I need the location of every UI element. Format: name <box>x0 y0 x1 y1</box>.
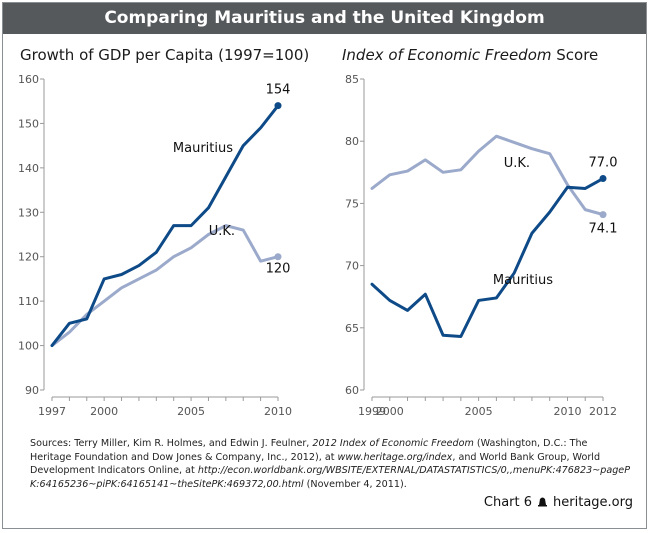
x-tick-label: 2010 <box>553 405 581 418</box>
y-tick-label: 75 <box>345 197 359 210</box>
y-tick-label: 90 <box>25 384 39 397</box>
sources-url-2: http://econ.worldbank.org/WBSITE/EXTERNA… <box>30 465 630 490</box>
x-tick-label: 2012 <box>589 405 617 418</box>
x-tick-label: 2005 <box>177 405 205 418</box>
left-chart-title: Growth of GDP per Capita (1997=100) <box>20 46 310 64</box>
series-line-uk <box>370 134 605 217</box>
y-tick-label: 85 <box>345 73 359 86</box>
banner-title: Comparing Mauritius and the United Kingd… <box>3 3 646 34</box>
end-value-label: 74.1 <box>589 222 618 237</box>
y-tick-label: 80 <box>345 135 359 148</box>
series-line-uk <box>50 224 280 348</box>
heritage-site-label: heritage.org <box>553 495 633 510</box>
footer-credit: Chart 6 heritage.org <box>484 495 633 510</box>
x-tick-label: 2010 <box>264 405 292 418</box>
chart-number-label: Chart 6 <box>483 495 533 510</box>
y-tick-label: 150 <box>18 117 39 130</box>
series-end-marker <box>599 211 607 219</box>
right-chart-title: Index of Economic Freedom Score <box>342 46 598 64</box>
right-chart-title-rest: Score <box>551 46 599 64</box>
y-tick-label: 60 <box>345 384 359 397</box>
x-tick-label: 1999 <box>358 405 386 418</box>
y-tick-label: 110 <box>18 295 39 308</box>
x-tick-label: 1997 <box>38 405 66 418</box>
sources-text-3: , and World Bank Group, World Developmen… <box>30 451 601 477</box>
y-tick-label: 100 <box>18 340 39 353</box>
sources-note: Sources: Terry Miller, Kim R. Holmes, an… <box>30 437 630 491</box>
sources-label: Sources: <box>30 438 72 449</box>
end-value-label: 77.0 <box>589 156 618 171</box>
x-tick-label: 2000 <box>376 405 404 418</box>
gdp-growth-chart: 90 100 110 120 130 140 150 160 1997 2000 2005 2010 1… <box>18 73 292 418</box>
end-value-label: 154 <box>266 83 291 98</box>
right-chart-title-italic: Index of Economic Freedom <box>342 46 552 64</box>
y-tick-label: 70 <box>345 260 359 273</box>
sources-text-4: (November 4, 2011). <box>303 478 407 490</box>
series-end-marker <box>274 253 282 261</box>
end-value-label: 120 <box>266 262 291 277</box>
sources-text-1: Terry Miller, Kim R. Holmes, and Edwin J… <box>71 438 313 449</box>
y-tick-label: 160 <box>18 73 39 86</box>
series-name-label: U.K. <box>504 156 530 171</box>
series-name-label: U.K. <box>209 224 235 239</box>
sources-url-1: www.heritage.org/index <box>337 451 453 463</box>
series-end-marker <box>274 102 282 110</box>
y-tick-label: 130 <box>18 206 39 219</box>
x-tick-label: 2005 <box>465 405 493 418</box>
series-name-label: Mauritius <box>493 273 553 288</box>
series-name-label: Mauritius <box>173 141 233 156</box>
y-tick-label: 120 <box>18 251 39 264</box>
sources-report-title: 2012 Index of Economic Freedom <box>312 438 474 449</box>
sources-text-2: (Washington, D.C.: The Heritage Foundati… <box>30 438 588 463</box>
chart-frame: Comparing Mauritius and the United Kingd… <box>2 2 647 529</box>
liberty-bell-icon <box>538 497 548 507</box>
series-line-mauritius <box>370 177 605 339</box>
y-tick-label: 140 <box>18 162 39 175</box>
series-end-marker <box>599 175 607 183</box>
y-tick-label: 65 <box>345 322 359 335</box>
series-line-mauritius <box>50 104 280 348</box>
x-tick-label: 2000 <box>90 405 118 418</box>
